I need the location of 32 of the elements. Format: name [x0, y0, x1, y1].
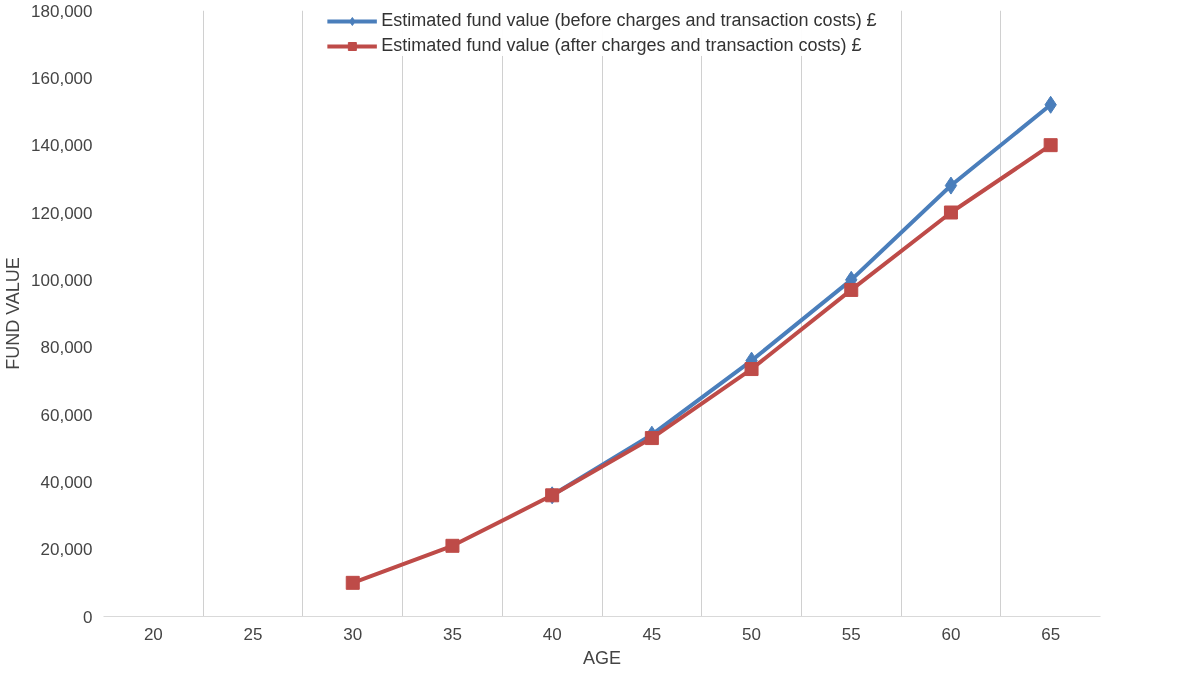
x-tick-label: 55 [841, 624, 861, 644]
y-tick-label: 60,000 [40, 405, 93, 425]
point [644, 431, 659, 446]
y-tick-label: 20,000 [40, 540, 93, 560]
point [445, 538, 460, 553]
point [744, 362, 759, 377]
x-tick-label: 60 [941, 624, 961, 644]
point [944, 176, 958, 195]
y-tick-label: 0 [83, 607, 93, 627]
y-tick-label: 40,000 [40, 472, 93, 492]
x-tick-label: 40 [542, 624, 562, 644]
y-tick-label: 120,000 [31, 203, 93, 223]
x-axis-title: AGE [582, 647, 622, 668]
point [943, 205, 958, 220]
y-tick-label: 80,000 [40, 338, 93, 358]
x-tick-label: 35 [443, 624, 462, 644]
legend-label: Estimated fund value (before charges and transaction costs) £ [381, 10, 877, 31]
legend-label: Estimated fund value (after charges and transaction costs) £ [381, 35, 862, 56]
y-axis-title: FUND VALUE [3, 257, 24, 370]
x-tick-label: 45 [642, 624, 662, 644]
point [345, 575, 360, 590]
x-tick-label: 20 [143, 624, 163, 644]
point [1043, 138, 1058, 153]
y-tick-label: 100,000 [31, 270, 93, 290]
x-tick-label: 50 [742, 624, 762, 644]
x-tick-label: 25 [243, 624, 263, 644]
point [844, 282, 859, 297]
x-tick-label: 30 [343, 624, 363, 644]
y-tick-label: 140,000 [31, 136, 93, 156]
x-tick-label: 65 [1041, 624, 1061, 644]
y-tick-label: 180,000 [31, 1, 93, 21]
y-tick-label: 160,000 [31, 68, 93, 88]
